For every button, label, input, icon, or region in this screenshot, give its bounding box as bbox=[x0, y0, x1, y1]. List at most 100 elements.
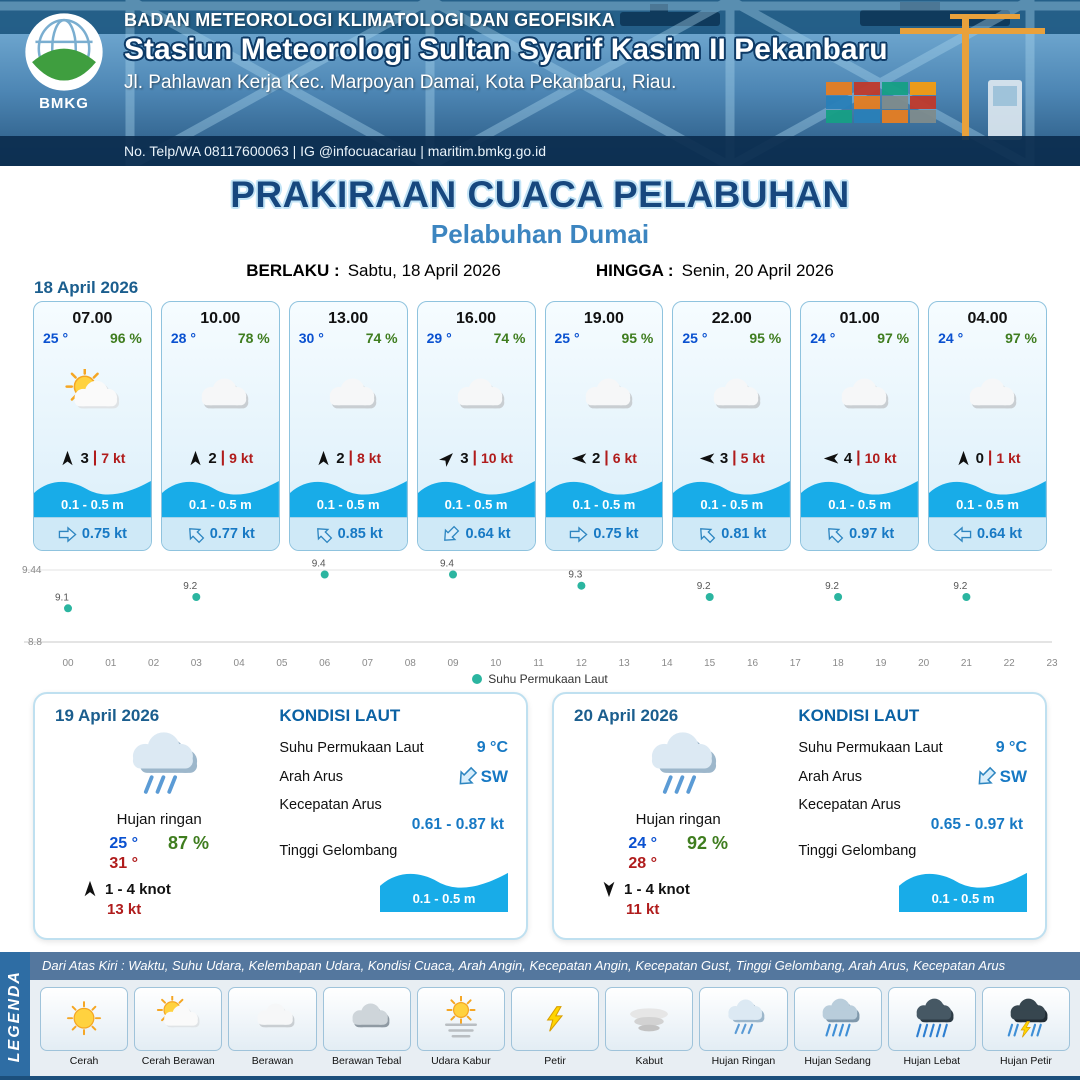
chart-legend: Suhu Permukaan Laut bbox=[0, 672, 1080, 686]
current-speed-range: 0.65 - 0.97 kt bbox=[930, 816, 1023, 833]
humidity: 74 % bbox=[493, 330, 526, 346]
wind-gust: 13 kt bbox=[107, 901, 142, 918]
wave-icon bbox=[673, 481, 791, 517]
svg-text:9.4: 9.4 bbox=[440, 559, 454, 570]
wind-speed: 3 bbox=[80, 449, 89, 467]
weather-glyph-cloud bbox=[258, 1003, 295, 1028]
forecast-card: 13.00 30 ° 74 % 2 | 8 kt 0.1 - 0.5 m 0.85 … bbox=[288, 301, 408, 551]
wind-direction-arrow bbox=[699, 452, 715, 464]
svg-text:07: 07 bbox=[362, 658, 374, 669]
temp-min: 24 ° bbox=[628, 834, 657, 852]
current-row: 0.85 kt bbox=[289, 517, 407, 550]
sst-point bbox=[64, 604, 72, 613]
current-speed: 0.85 kt bbox=[337, 526, 383, 542]
weather-glyph-cloud bbox=[713, 377, 761, 408]
legend-item-label: Hujan Ringan bbox=[711, 1055, 776, 1067]
legend-item: Udara Kabur bbox=[416, 987, 505, 1076]
weather-glyph-rain-medium bbox=[822, 998, 860, 1037]
contact-strip bbox=[0, 136, 1080, 166]
svg-text:01: 01 bbox=[105, 658, 117, 669]
daily-summary-row: 19 April 2026 Hujan ringan 25 ° 87 % 31 … bbox=[33, 692, 1047, 940]
legend-item: Hujan Sedang bbox=[793, 987, 882, 1076]
weather-icon-cloud bbox=[801, 346, 918, 449]
air-temperature: 29 ° bbox=[426, 330, 452, 346]
wave-icon bbox=[899, 872, 1027, 912]
sst-value: 9 °C bbox=[995, 739, 1027, 756]
wind-row: 1 - 4 knot bbox=[600, 880, 690, 898]
svg-text:9.2: 9.2 bbox=[697, 581, 711, 592]
current-direction-arrow bbox=[188, 527, 205, 543]
legend-dot-icon bbox=[472, 674, 483, 684]
page-title: PRAKIRAAN CUACA PELABUHAN bbox=[230, 174, 850, 215]
legend-item-label: Hujan Petir bbox=[999, 1055, 1052, 1067]
current-row: 0.81 kt bbox=[673, 517, 791, 550]
wind-direction-arrow bbox=[439, 452, 454, 467]
forecast-card: 16.00 29 ° 74 % 3 | 10 kt 0.1 - 0.5 m 0.64… bbox=[416, 301, 536, 551]
svg-text:9.2: 9.2 bbox=[183, 581, 197, 592]
current-direction-label: Arah Arus bbox=[279, 769, 344, 785]
temp-max: 31 ° bbox=[109, 855, 138, 872]
forecast-date: 18 April 2026 bbox=[34, 278, 139, 297]
weather-glyph-cloud bbox=[841, 377, 888, 408]
wave-height-band: 0.1 - 0.5 m bbox=[34, 471, 151, 517]
weather-glyph-cloud bbox=[969, 377, 1016, 408]
current-row: 0.77 kt bbox=[161, 517, 279, 550]
forecast-card: 04.00 24 ° 97 % 0 | 1 kt 0.1 - 0.5 m 0.64 … bbox=[928, 301, 1047, 551]
sea-conditions-title: KONDISI LAUT bbox=[798, 706, 920, 725]
current-speed: 0.64 kt bbox=[465, 526, 511, 542]
legend-item-label: Kabut bbox=[635, 1055, 663, 1067]
wave-height: 0.1 - 0.5 m bbox=[828, 497, 892, 512]
wind-gust: 1 kt bbox=[996, 450, 1021, 466]
forecast-time: 07.00 bbox=[72, 310, 113, 327]
forecast-card: 10.00 28 ° 78 % 2 | 9 kt 0.1 - 0.5 m 0.77 … bbox=[160, 301, 280, 551]
legend-icon-cloud-thick bbox=[322, 987, 411, 1051]
air-temperature: 24 ° bbox=[938, 330, 964, 346]
legend-icon-rain-light bbox=[699, 987, 788, 1051]
current-row: 0.75 kt bbox=[34, 517, 151, 550]
current-row: 0.64 kt bbox=[929, 517, 1046, 550]
wind-speed: 3 bbox=[719, 449, 729, 467]
wind-direction-arrow bbox=[603, 881, 615, 898]
day-summary-card: 19 April 2026 Hujan ringan 25 ° 87 % 31 … bbox=[33, 692, 528, 940]
wave-height: 0.1 - 0.5 m bbox=[316, 497, 380, 512]
current-speed: 0.64 kt bbox=[976, 526, 1023, 542]
svg-text:12: 12 bbox=[576, 658, 588, 669]
svg-text:9.3: 9.3 bbox=[568, 570, 582, 581]
wave-height-label: Tinggi Gelombang bbox=[798, 843, 917, 859]
legend-item: Hujan Lebat bbox=[887, 987, 976, 1076]
air-temperature: 28 ° bbox=[170, 330, 196, 346]
wind-speed: 4 bbox=[843, 449, 853, 467]
wind-direction-arrow bbox=[190, 450, 201, 465]
weather-icon-sun-cloud bbox=[34, 346, 151, 449]
bmkg-logo: BMKG bbox=[16, 10, 112, 128]
svg-text:06: 06 bbox=[319, 658, 331, 669]
weather-glyph-cloud bbox=[329, 377, 377, 408]
wave-height-graphic: 0.1 - 0.5 m bbox=[899, 862, 1027, 912]
legend-item: Berawan Tebal bbox=[322, 987, 411, 1076]
title-block: PRAKIRAAN CUACA PELABUHAN Pelabuhan Duma… bbox=[0, 174, 1080, 281]
chart-legend-label: Suhu Permukaan Laut bbox=[488, 672, 608, 686]
weather-glyph-rain-light bbox=[133, 732, 198, 794]
legend-icon-rain-lightning bbox=[981, 987, 1071, 1051]
legend-item: Hujan Ringan bbox=[699, 987, 788, 1076]
humidity: 95 % bbox=[621, 330, 654, 346]
current-direction-arrow bbox=[570, 525, 588, 543]
weather-icon-cloud bbox=[929, 346, 1046, 449]
legend-icon-lightning bbox=[510, 987, 600, 1051]
legend-sidebar: LEGENDA bbox=[0, 952, 30, 1080]
wave-height: 0.1 - 0.5 m bbox=[700, 497, 764, 512]
svg-text:02: 02 bbox=[148, 658, 160, 669]
sst-point bbox=[834, 593, 843, 601]
svg-text:17: 17 bbox=[790, 658, 802, 669]
day-summary-card: 20 April 2026 Hujan ringan 24 ° 92 % 28 … bbox=[552, 692, 1047, 940]
svg-text:15: 15 bbox=[704, 658, 716, 669]
sst-point bbox=[192, 593, 201, 601]
condition-label: Hujan ringan bbox=[635, 811, 721, 828]
forecast-time: 04.00 bbox=[967, 310, 1008, 327]
wind-row: 3 | 7 kt bbox=[59, 449, 125, 467]
air-temperature: 24 ° bbox=[810, 330, 836, 346]
wind-direction-arrow bbox=[571, 452, 587, 464]
current-direction-arrow bbox=[459, 766, 477, 785]
day-date: 19 April 2026 bbox=[55, 706, 160, 725]
weather-glyph-rain-lightning bbox=[1007, 998, 1048, 1038]
